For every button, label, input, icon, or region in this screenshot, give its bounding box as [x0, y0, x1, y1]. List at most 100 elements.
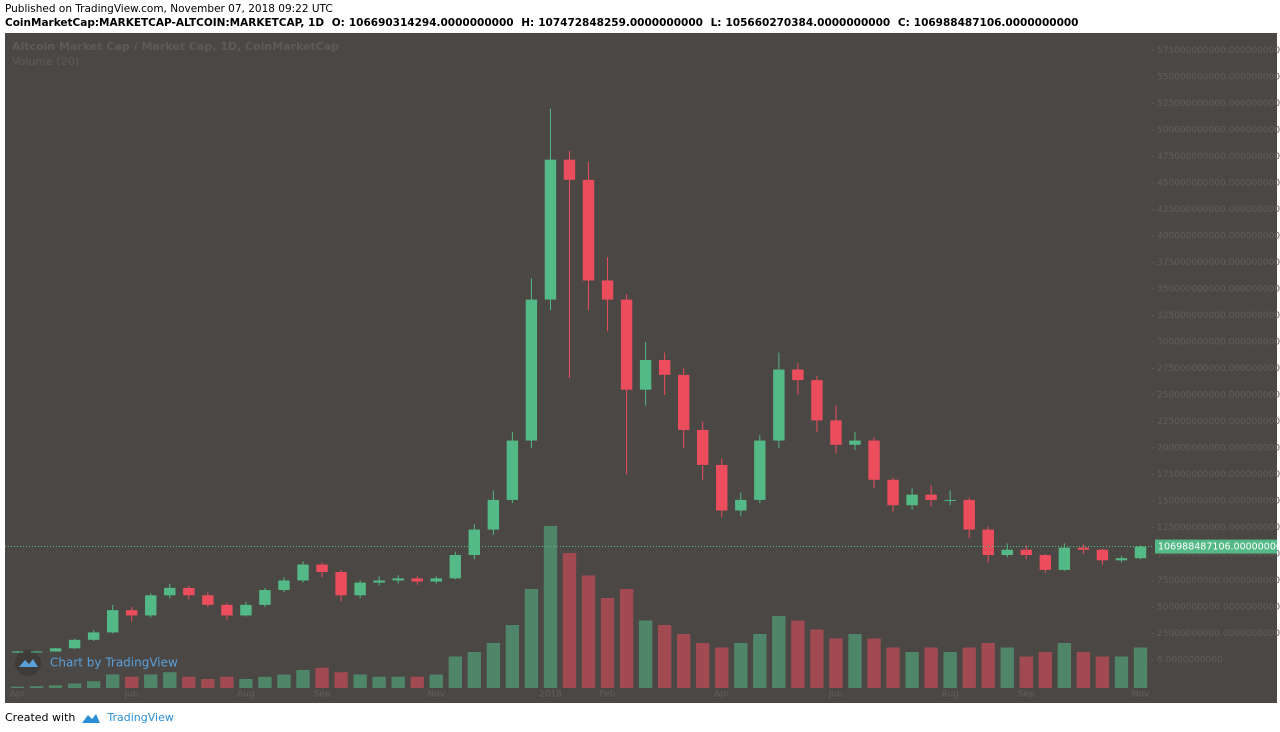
volume-bar	[600, 598, 615, 688]
candle-body	[145, 595, 157, 616]
candle-body	[87, 632, 100, 640]
volume-bar	[810, 629, 824, 688]
y-tick-label: 250000000000.0000000000	[1157, 390, 1280, 400]
candle-body	[544, 159, 557, 300]
y-tick-label: 375000000000.0000000000	[1157, 258, 1280, 268]
volume-bar	[1057, 643, 1072, 688]
y-tick-label: 425000000000.0000000000	[1157, 205, 1280, 215]
y-tick-label: 525000000000.0000000000	[1157, 99, 1280, 109]
brand[interactable]: TradingView	[107, 711, 174, 724]
candle-body	[1001, 549, 1013, 556]
candles	[11, 108, 1147, 653]
y-tick-label: 125000000000.0000000000	[1157, 523, 1280, 533]
volume-bar	[277, 674, 291, 688]
candle-body	[658, 359, 671, 375]
candle-body	[944, 499, 956, 501]
candle-body	[754, 440, 766, 500]
x-tick-label: Sep	[314, 690, 331, 700]
volume-bar	[905, 652, 919, 688]
candle-body	[811, 380, 823, 421]
y-tick-label: 150000000000.0000000000	[1157, 496, 1280, 506]
candle-body	[601, 280, 614, 300]
ohlc-name: O:	[331, 17, 345, 29]
candle-body	[411, 578, 423, 582]
candle-body	[316, 564, 328, 572]
candle-body	[697, 429, 709, 465]
volume-bar	[106, 674, 120, 688]
volume-bar	[86, 681, 101, 688]
y-tick-label: 275000000000.0000000000	[1157, 364, 1280, 374]
y-tick-label: 0.0000000000	[1157, 655, 1223, 665]
ohlc-name: H:	[521, 17, 535, 29]
candle-body	[392, 578, 404, 581]
candle-body	[240, 604, 252, 616]
chart-title: Altcoin Market Cap / Market Cap, 1D, Coi…	[12, 40, 339, 53]
volume-bar	[848, 634, 862, 688]
candle-body	[563, 159, 576, 180]
volume-bar	[772, 616, 786, 688]
candle-body	[183, 587, 195, 596]
volume-bar	[619, 589, 634, 688]
candle-body	[1134, 546, 1147, 559]
volume-bar	[258, 676, 272, 688]
volume-bar	[791, 620, 805, 688]
y-tick-label: 175000000000.0000000000	[1157, 470, 1280, 480]
volume-bar	[943, 652, 957, 688]
candle-body	[830, 420, 842, 445]
candle-body	[716, 464, 728, 511]
volume-bar	[334, 672, 348, 688]
x-tick-label: 2018	[539, 690, 562, 700]
volume-bar	[677, 634, 691, 688]
candle-body	[11, 651, 24, 653]
volume-bar	[315, 667, 329, 688]
volume-bar	[962, 647, 976, 688]
volume-bar	[981, 643, 995, 688]
volume-bar	[29, 686, 44, 688]
volume-bar	[182, 676, 196, 688]
candle-body	[1077, 547, 1090, 550]
symbol-legend: CoinMarketCap:MARKETCAP-ALTCOIN:MARKETCA…	[5, 17, 1082, 29]
volume-bar	[924, 647, 938, 688]
candle-body	[278, 580, 290, 591]
ohlc-value: 106690314294.0000000000	[348, 17, 514, 29]
volume-bar	[163, 672, 177, 688]
candle-body	[887, 479, 899, 506]
volume-bar	[239, 679, 253, 688]
volume-bar	[524, 589, 539, 688]
candle-body	[335, 571, 347, 596]
candle-body	[1058, 547, 1071, 570]
volume-bar	[296, 670, 310, 688]
candle-body	[773, 369, 785, 441]
y-tick-label: 550000000000.0000000000	[1157, 72, 1280, 82]
last-price-box	[1155, 539, 1277, 554]
x-tick-label: Feb	[600, 690, 616, 700]
y-tick-label: 475000000000.0000000000	[1157, 152, 1280, 162]
volume-bar	[829, 638, 843, 688]
y-tick-label: 575000000000.0000000000	[1157, 46, 1280, 56]
candle-body	[1020, 549, 1032, 556]
volume-bar	[657, 625, 672, 688]
volume-bar	[391, 676, 405, 688]
candle-body	[468, 529, 481, 556]
volume-bar	[1114, 656, 1129, 688]
volume-bar	[886, 647, 900, 688]
candle-body	[68, 639, 81, 649]
ohlc-value: 106988487106.0000000000	[913, 17, 1079, 29]
volume-bar	[638, 620, 653, 688]
candle-body	[221, 604, 233, 616]
candle-body	[620, 299, 633, 390]
candle-body	[963, 499, 975, 530]
y-tick-label: 500000000000.0000000000	[1157, 125, 1280, 135]
volume-bar	[753, 634, 767, 688]
volume-bar	[1038, 652, 1052, 688]
x-tick-label: Apr	[10, 690, 26, 700]
x-tick-label: Aug	[237, 690, 255, 700]
x-tick-label: Jun	[828, 690, 843, 700]
volume-bar	[410, 676, 424, 688]
y-tick-label: 325000000000.0000000000	[1157, 311, 1280, 321]
candle-body	[259, 590, 271, 605]
y-tick-label: 75000000000.0000000000	[1157, 576, 1280, 586]
candle-body	[1115, 558, 1128, 561]
volume-bar	[48, 685, 63, 688]
y-tick-label: 25000000000.0000000000	[1157, 629, 1280, 639]
